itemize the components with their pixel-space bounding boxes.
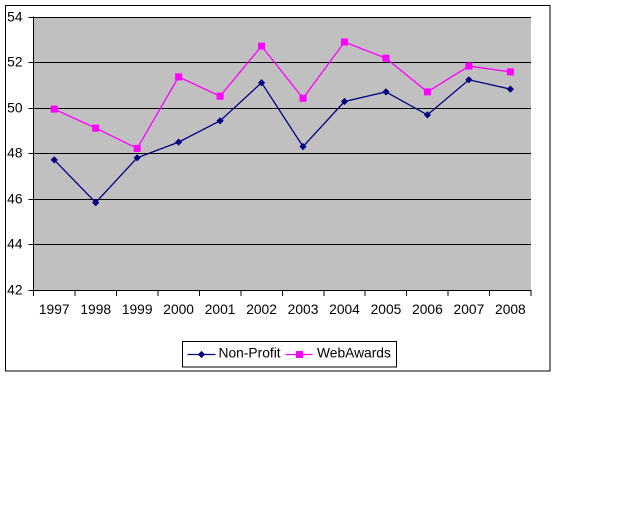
svg-text:2000: 2000 bbox=[163, 302, 194, 317]
svg-text:46: 46 bbox=[7, 192, 23, 207]
svg-text:1998: 1998 bbox=[80, 302, 111, 317]
svg-text:48: 48 bbox=[7, 146, 23, 161]
svg-text:2004: 2004 bbox=[329, 302, 360, 317]
svg-text:52: 52 bbox=[7, 55, 22, 70]
svg-text:50: 50 bbox=[7, 101, 23, 116]
svg-text:54: 54 bbox=[7, 10, 23, 25]
svg-text:2005: 2005 bbox=[371, 302, 402, 317]
svg-text:44: 44 bbox=[7, 237, 23, 252]
svg-text:42: 42 bbox=[7, 283, 22, 298]
svg-text:2007: 2007 bbox=[454, 302, 485, 317]
svg-text:2002: 2002 bbox=[246, 302, 277, 317]
svg-text:1999: 1999 bbox=[122, 302, 153, 317]
svg-text:2008: 2008 bbox=[495, 302, 526, 317]
svg-text:1997: 1997 bbox=[39, 302, 70, 317]
svg-text:2001: 2001 bbox=[205, 302, 236, 317]
svg-text:WebAwards: WebAwards bbox=[317, 345, 391, 360]
svg-text:2006: 2006 bbox=[412, 302, 443, 317]
svg-text:Non-Profit: Non-Profit bbox=[219, 345, 281, 360]
svg-text:2003: 2003 bbox=[288, 302, 319, 317]
